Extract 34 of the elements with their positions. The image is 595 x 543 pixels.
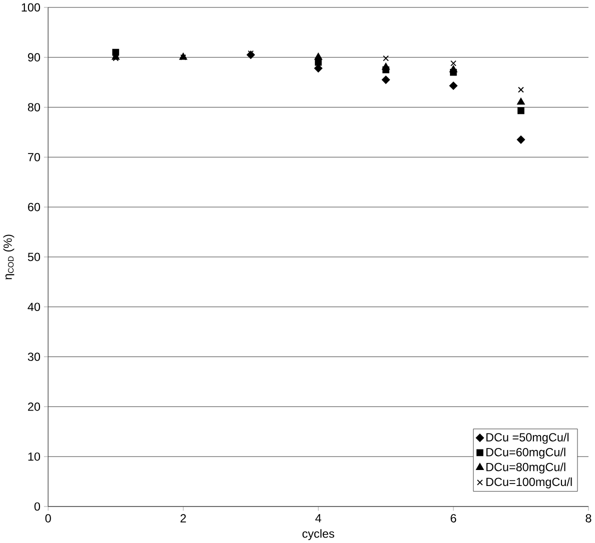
y-tick-label: 60 bbox=[28, 202, 40, 212]
legend-label: DCu=60mgCu/l bbox=[486, 448, 566, 458]
point bbox=[382, 76, 390, 84]
point bbox=[449, 81, 458, 90]
x-tick-label: 6 bbox=[450, 514, 456, 522]
point bbox=[517, 98, 525, 104]
legend-label: DCu=80mgCu/l bbox=[486, 462, 566, 474]
point bbox=[382, 55, 389, 62]
x-tick-label: 8 bbox=[586, 514, 592, 522]
y-tick-label: 30 bbox=[28, 352, 40, 361]
x-tick-label: 0 bbox=[45, 514, 51, 522]
point bbox=[450, 65, 458, 72]
y-axis-title: η$_{COD}$ (%) bbox=[3, 234, 14, 280]
y-tick-label: 0 bbox=[34, 502, 40, 510]
x-tick-label: 4 bbox=[315, 514, 322, 522]
y-tick-label: 10 bbox=[28, 452, 40, 461]
y-tick-label: 70 bbox=[28, 152, 40, 162]
y-tick-label: 50 bbox=[28, 252, 40, 261]
y-tick-label: 90 bbox=[28, 52, 40, 62]
legend-label: DCu=100mgCu/l bbox=[486, 477, 572, 488]
point bbox=[450, 60, 456, 66]
y-tick-label: 80 bbox=[28, 102, 40, 112]
x-axis-title: cycles bbox=[302, 528, 334, 540]
point bbox=[112, 55, 119, 62]
y-tick-label: 20 bbox=[28, 402, 40, 411]
legend-label: DCu =50mgCu/l bbox=[486, 432, 569, 444]
y-tick-label: 40 bbox=[28, 302, 40, 311]
point bbox=[382, 62, 390, 70]
point bbox=[518, 107, 524, 114]
x-tick-label: 2 bbox=[180, 514, 186, 522]
point bbox=[518, 86, 524, 93]
point bbox=[516, 135, 526, 144]
point bbox=[314, 52, 322, 60]
y-tick-label: 100 bbox=[22, 3, 40, 12]
